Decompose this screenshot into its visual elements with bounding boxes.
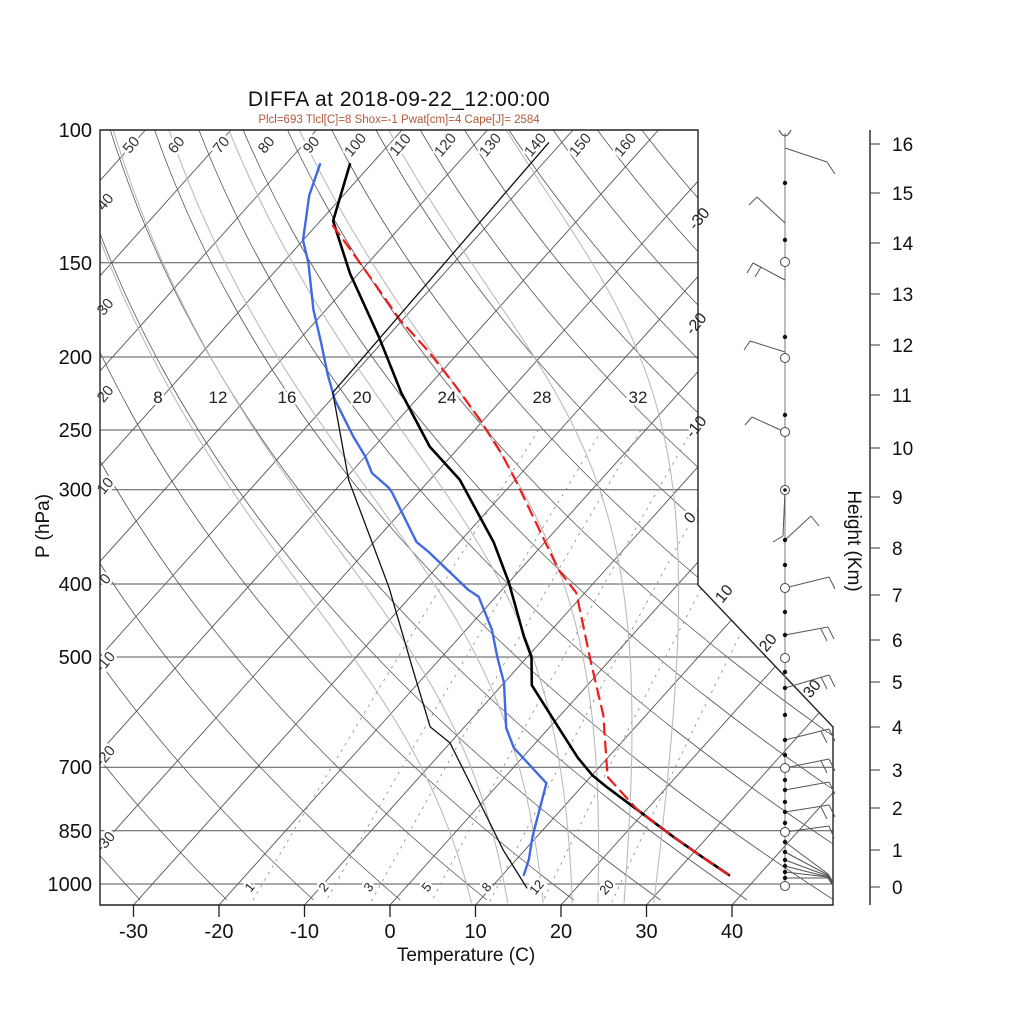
svg-text:2: 2 [892,799,903,820]
svg-text:20: 20 [550,921,572,943]
svg-text:130: 130 [476,130,505,160]
svg-text:12: 12 [526,877,547,898]
curve-temperature [331,162,731,877]
svg-text:40: 40 [94,190,118,214]
svg-text:3: 3 [360,880,376,895]
svg-text:-20: -20 [205,921,234,943]
wind-barb-column [743,129,836,891]
chart-indices-subtitle: Plcl=693 Tlcl[C]=8 Shox=-1 Pwat[cm]=4 Ca… [258,114,540,126]
svg-text:4: 4 [892,718,903,739]
svg-text:700: 700 [59,757,92,779]
svg-text:-30: -30 [92,828,119,856]
svg-text:140: 140 [521,130,550,160]
svg-text:6: 6 [892,631,903,652]
svg-text:30: 30 [800,677,825,702]
svg-text:850: 850 [59,821,92,843]
svg-text:8: 8 [478,880,494,895]
svg-text:10: 10 [94,474,118,498]
svg-text:1: 1 [241,880,257,895]
svg-text:-10: -10 [92,648,119,676]
svg-text:70: 70 [210,133,234,157]
svg-text:13: 13 [892,285,913,306]
svg-text:250: 250 [59,420,92,442]
svg-text:80: 80 [255,133,279,157]
svg-text:200: 200 [59,347,92,369]
svg-text:-20: -20 [683,310,711,339]
curve-parcel [331,224,731,877]
background-grid [100,130,833,905]
svg-text:-30: -30 [119,921,148,943]
svg-text:20: 20 [353,388,372,407]
svg-text:150: 150 [566,130,595,160]
svg-text:0: 0 [892,878,903,899]
svg-text:24: 24 [438,388,457,407]
svg-text:100: 100 [59,120,92,142]
svg-text:10: 10 [712,582,737,607]
svg-text:20: 20 [756,631,781,656]
svg-text:28: 28 [533,388,552,407]
svg-text:20: 20 [94,382,118,406]
svg-text:-10: -10 [290,921,319,943]
svg-text:11: 11 [892,386,912,407]
svg-text:5: 5 [418,880,434,895]
svg-text:8: 8 [153,388,162,407]
svg-text:1000: 1000 [48,874,93,896]
svg-text:8: 8 [892,539,903,560]
svg-text:14: 14 [892,234,914,255]
svg-text:10: 10 [892,439,913,460]
svg-text:30: 30 [94,295,118,319]
curve-wet-bulb [332,142,550,889]
svg-text:7: 7 [892,586,903,607]
svg-text:60: 60 [165,133,189,157]
svg-text:400: 400 [59,574,92,596]
svg-text:9: 9 [892,488,903,509]
svg-text:30: 30 [635,921,657,943]
svg-text:5: 5 [892,673,903,694]
svg-text:20: 20 [596,877,617,898]
grid-labels: 50 60 70 80 90 100 110 120 130 140 150 160403020100… [90,128,828,900]
svg-text:15: 15 [892,184,913,205]
svg-text:500: 500 [59,647,92,669]
svg-text:0: 0 [384,921,395,943]
svg-text:16: 16 [892,135,913,156]
svg-text:0: 0 [681,509,700,527]
chart-title: DIFFA at 2018-09-22_12:00:00 [247,88,551,111]
svg-text:-10: -10 [683,413,711,442]
svg-text:10: 10 [464,921,486,943]
svg-text:40: 40 [721,921,743,943]
svg-text:32: 32 [629,388,648,407]
svg-text:-30: -30 [686,205,714,234]
svg-text:0: 0 [96,570,114,587]
svg-text:12: 12 [892,336,913,357]
x-axis-label: Temperature (C) [396,945,536,966]
svg-text:150: 150 [59,253,92,275]
sounding-curves [301,142,731,889]
svg-text:3: 3 [892,761,903,782]
curve-dewpoint [301,162,548,877]
svg-text:16: 16 [278,388,297,407]
svg-text:300: 300 [59,480,92,502]
svg-text:2: 2 [315,880,331,895]
svg-text:-20: -20 [92,742,119,770]
svg-text:90: 90 [300,133,324,157]
svg-text:1: 1 [892,841,903,862]
svg-text:12: 12 [209,388,228,407]
